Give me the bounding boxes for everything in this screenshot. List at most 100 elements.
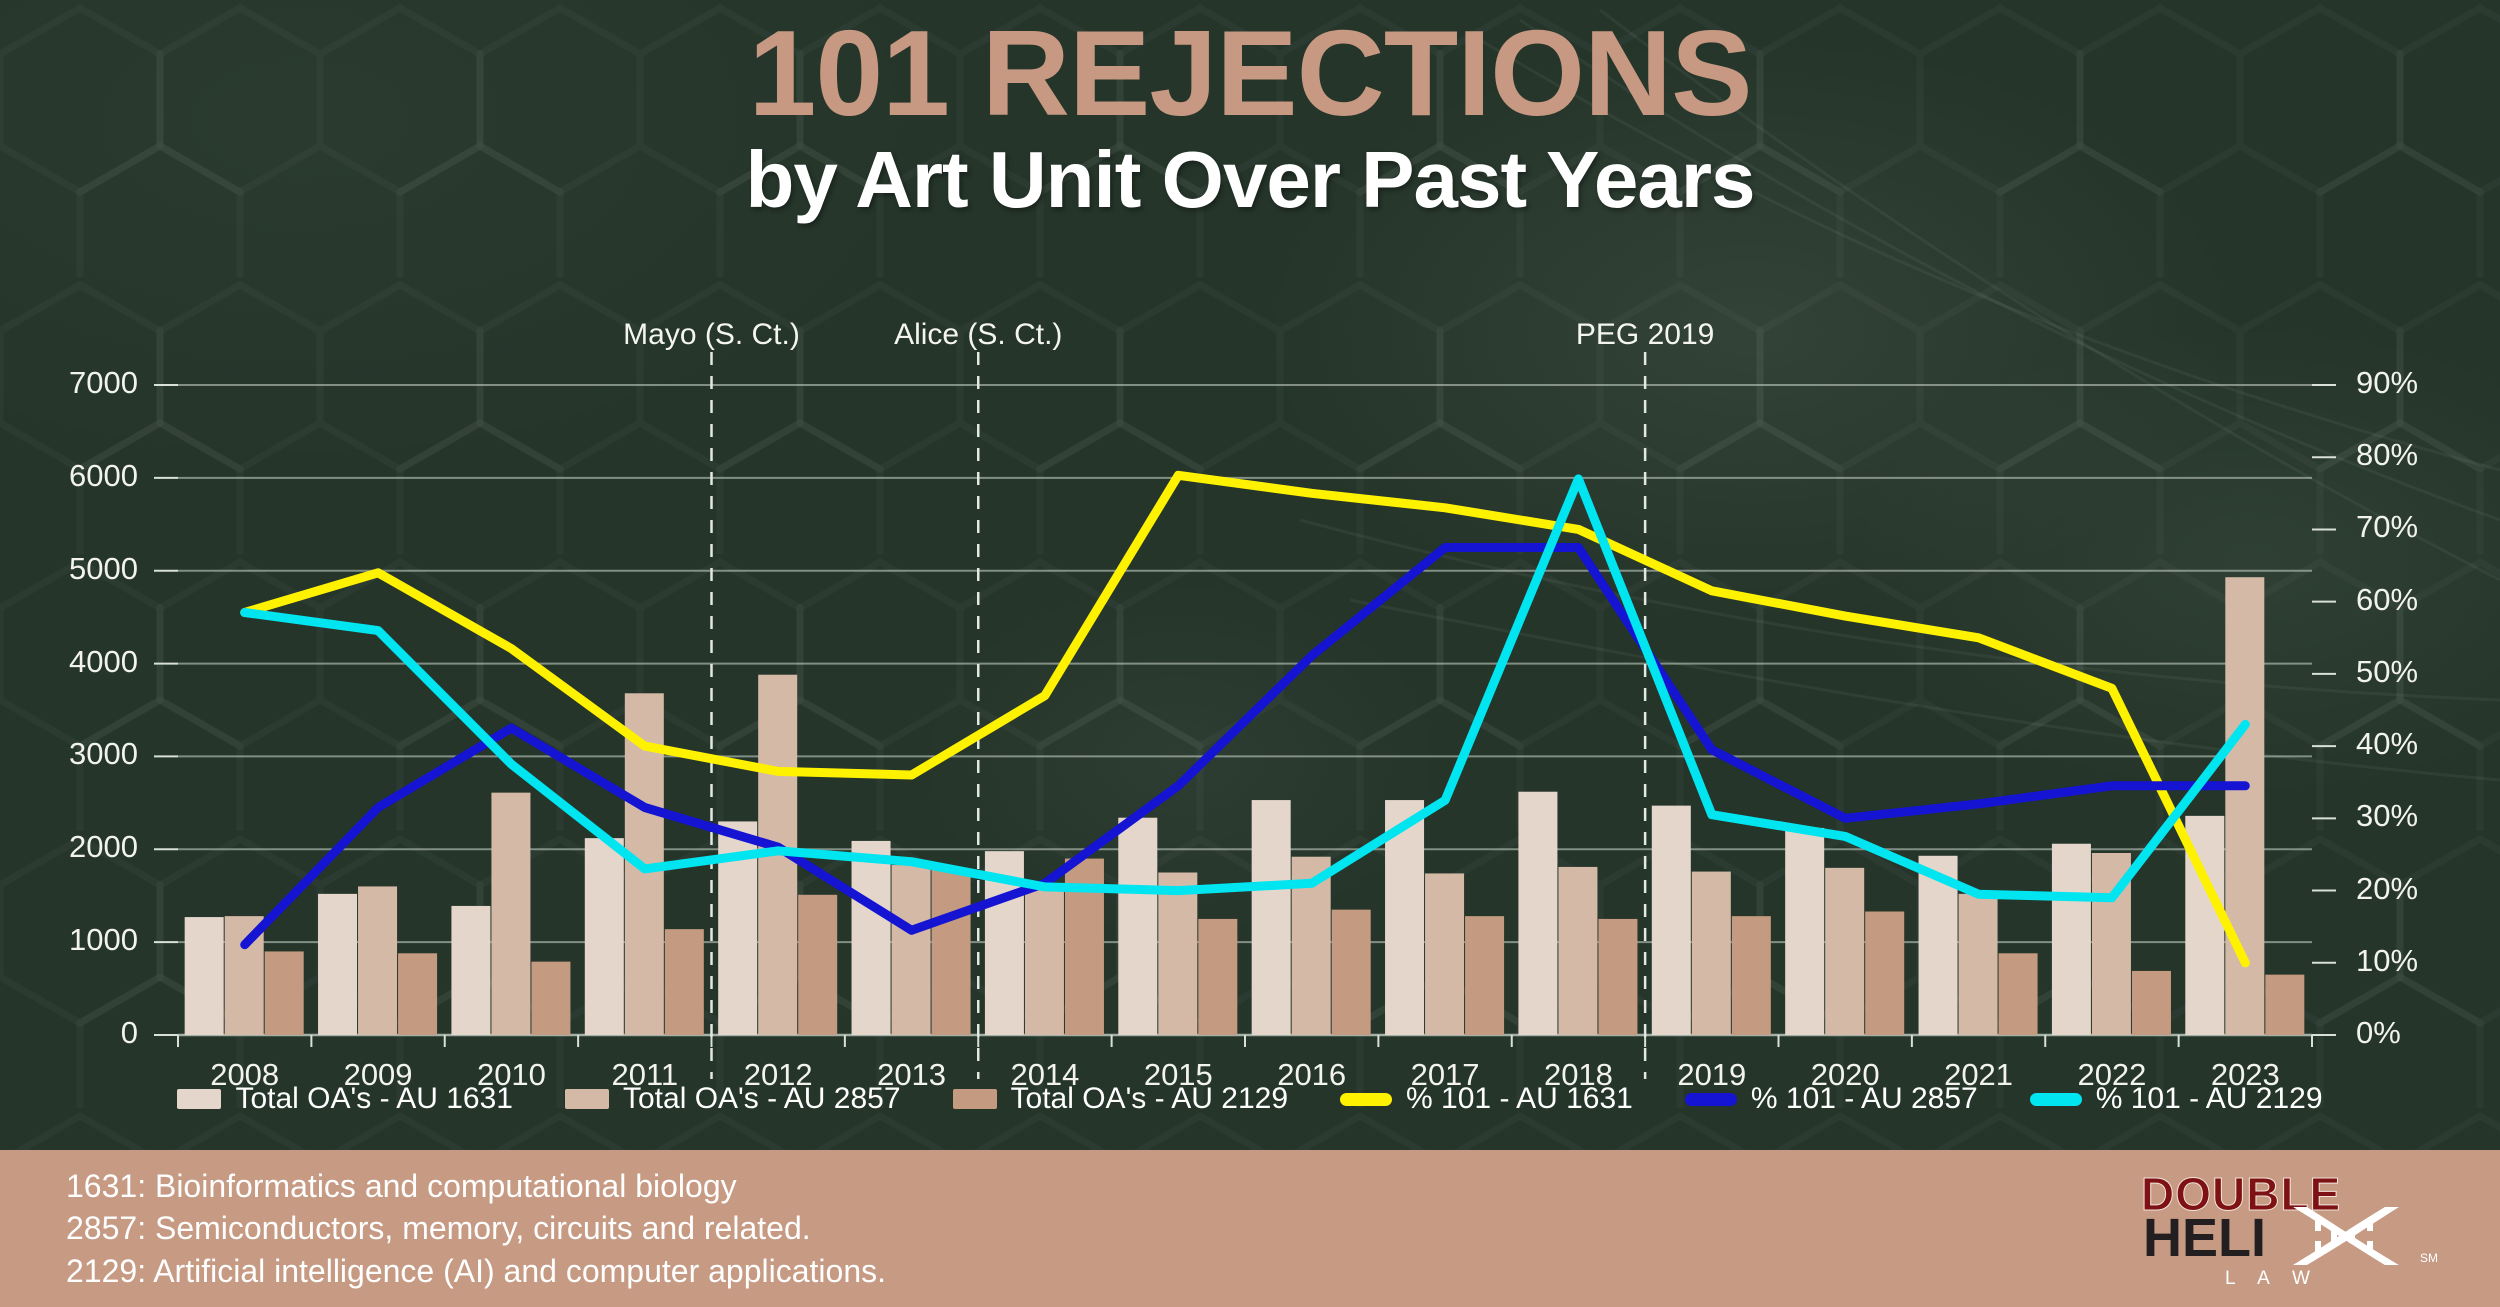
legend-label: % 101 - AU 2129	[2095, 1082, 2323, 1115]
footer-note-2129: 2129: Artificial intelligence (AI) and c…	[66, 1252, 886, 1289]
y-axis-label-right: 20%	[2356, 870, 2419, 906]
bar	[1518, 791, 1558, 1035]
y-axis-label-left: 3000	[69, 736, 138, 772]
y-axis-label-right: 0%	[2356, 1015, 2401, 1050]
legend-item[interactable]: Total OA's - AU 2857	[564, 1082, 901, 1116]
bar	[2131, 970, 2171, 1035]
bar	[1958, 893, 1998, 1035]
bar	[451, 905, 491, 1035]
logo-trademark: SM	[2420, 1250, 2438, 1265]
line-series	[240, 474, 2250, 903]
legend-bar-swatch	[564, 1089, 609, 1109]
event-label: Alice (S. Ct.)	[894, 318, 1063, 351]
x-axis-label: 2023	[2210, 1057, 2280, 1092]
bar	[1465, 916, 1505, 1035]
bar	[1731, 916, 1771, 1035]
legend-line-swatch	[1340, 1092, 1393, 1106]
bar	[1785, 827, 1825, 1035]
x-axis-label: 2017	[1410, 1057, 1480, 1092]
x-axis-label: 2021	[1944, 1057, 2014, 1092]
bar	[1998, 953, 2038, 1035]
x-axis-label: 2019	[1677, 1057, 1747, 1092]
chart-area: Mayo (S. Ct.) Alice (S. Ct.) PEG 2019 0 1000…	[69, 318, 2419, 1092]
bar	[1425, 873, 1465, 1035]
bar	[1024, 883, 1064, 1035]
y-axis-label-right: 40%	[2356, 726, 2419, 762]
y-axis-label-right: 10%	[2356, 942, 2419, 978]
bar	[1385, 800, 1425, 1035]
footer-note-2857: 2857: Semiconductors, memory, circuits a…	[66, 1210, 811, 1247]
bar	[184, 917, 224, 1035]
legend-line-swatch	[2029, 1092, 2082, 1106]
y-axis-label-right: 30%	[2356, 798, 2419, 834]
x-axis-label: 2022	[2077, 1057, 2147, 1092]
legend-item[interactable]: Total OA's - AU 2129	[952, 1082, 1289, 1116]
bar	[491, 792, 531, 1035]
bar	[931, 869, 971, 1035]
x-axis-label: 2012	[743, 1057, 813, 1092]
line-series	[240, 470, 2250, 968]
dna-helix-icon	[2293, 1206, 2399, 1265]
double-helix-law-logo[interactable]: DOUBLE HELI L A W SM	[2137, 1165, 2442, 1293]
y-axis-label-right: 80%	[2356, 437, 2419, 473]
legend-item[interactable]: % 101 - AU 2129	[2029, 1082, 2323, 1116]
bar	[1158, 872, 1198, 1035]
legend-label: % 101 - AU 1631	[1406, 1082, 1633, 1115]
bar	[1251, 800, 1291, 1035]
chart-plot	[154, 352, 2336, 1079]
legend-label: % 101 - AU 2857	[1750, 1082, 1978, 1115]
bar	[1598, 918, 1638, 1035]
bar	[1118, 817, 1158, 1035]
bar	[2051, 843, 2091, 1035]
bar	[1331, 909, 1371, 1035]
bar	[851, 840, 891, 1035]
legend-item[interactable]: Total OA's - AU 1631	[177, 1082, 513, 1116]
legend-bar-swatch	[952, 1089, 997, 1109]
legend-item[interactable]: % 101 - AU 2857	[1684, 1082, 1978, 1116]
y-axis-label-left: 1000	[69, 922, 138, 958]
bar	[1558, 866, 1598, 1035]
bar	[264, 951, 304, 1035]
y-axis-label-right: 90%	[2356, 365, 2419, 400]
bar	[1198, 918, 1238, 1035]
x-axis-label: 2015	[1143, 1057, 1213, 1092]
bar	[318, 893, 358, 1035]
y-axis-label-right: 60%	[2356, 581, 2419, 617]
line-series	[240, 543, 2250, 950]
y-axis-label-right: 50%	[2356, 653, 2419, 689]
x-axis-label: 2008	[210, 1057, 280, 1092]
bar	[1651, 805, 1691, 1035]
bar	[358, 886, 398, 1035]
logo-word-law: L A W	[2225, 1267, 2319, 1289]
bar	[798, 894, 838, 1035]
bar	[2265, 974, 2305, 1035]
y-axis-label-left: 6000	[69, 457, 138, 493]
bar	[664, 929, 704, 1035]
y-axis-label-left: 0	[120, 1015, 138, 1050]
x-axis-label: 2016	[1277, 1057, 1347, 1092]
x-axis-label: 2010	[476, 1057, 546, 1092]
x-axis-label: 2011	[611, 1057, 679, 1092]
y-axis-label-left: 7000	[69, 365, 138, 400]
bar	[1691, 871, 1731, 1035]
legend-label: Total OA's - AU 2129	[1010, 1082, 1289, 1115]
logo-word-heli: HELI	[2143, 1207, 2267, 1268]
legend-label: Total OA's - AU 2857	[622, 1082, 901, 1115]
bar	[1865, 911, 1905, 1035]
event-label: PEG 2019	[1575, 318, 1715, 351]
x-axis-label: 2013	[877, 1057, 947, 1092]
y-axis-label-left: 4000	[69, 643, 138, 679]
legend-item[interactable]: % 101 - AU 1631	[1340, 1082, 1633, 1116]
bar	[584, 838, 624, 1035]
x-axis-label: 2018	[1543, 1057, 1613, 1092]
bar	[531, 961, 571, 1035]
footer-band: 1631: Bioinformatics and computational b…	[0, 1150, 2500, 1307]
chart-legend: Total OA's - AU 1631 Total OA's - AU 2857…	[0, 1082, 2500, 1116]
event-label: Mayo (S. Ct.)	[623, 318, 800, 351]
bar	[1825, 867, 1865, 1035]
footer-note-1631: 1631: Bioinformatics and computational b…	[66, 1167, 737, 1204]
legend-bar-swatch	[177, 1089, 222, 1109]
legend-line-swatch	[1684, 1092, 1737, 1106]
footer-notes: 1631: Bioinformatics and computational b…	[66, 1165, 886, 1293]
